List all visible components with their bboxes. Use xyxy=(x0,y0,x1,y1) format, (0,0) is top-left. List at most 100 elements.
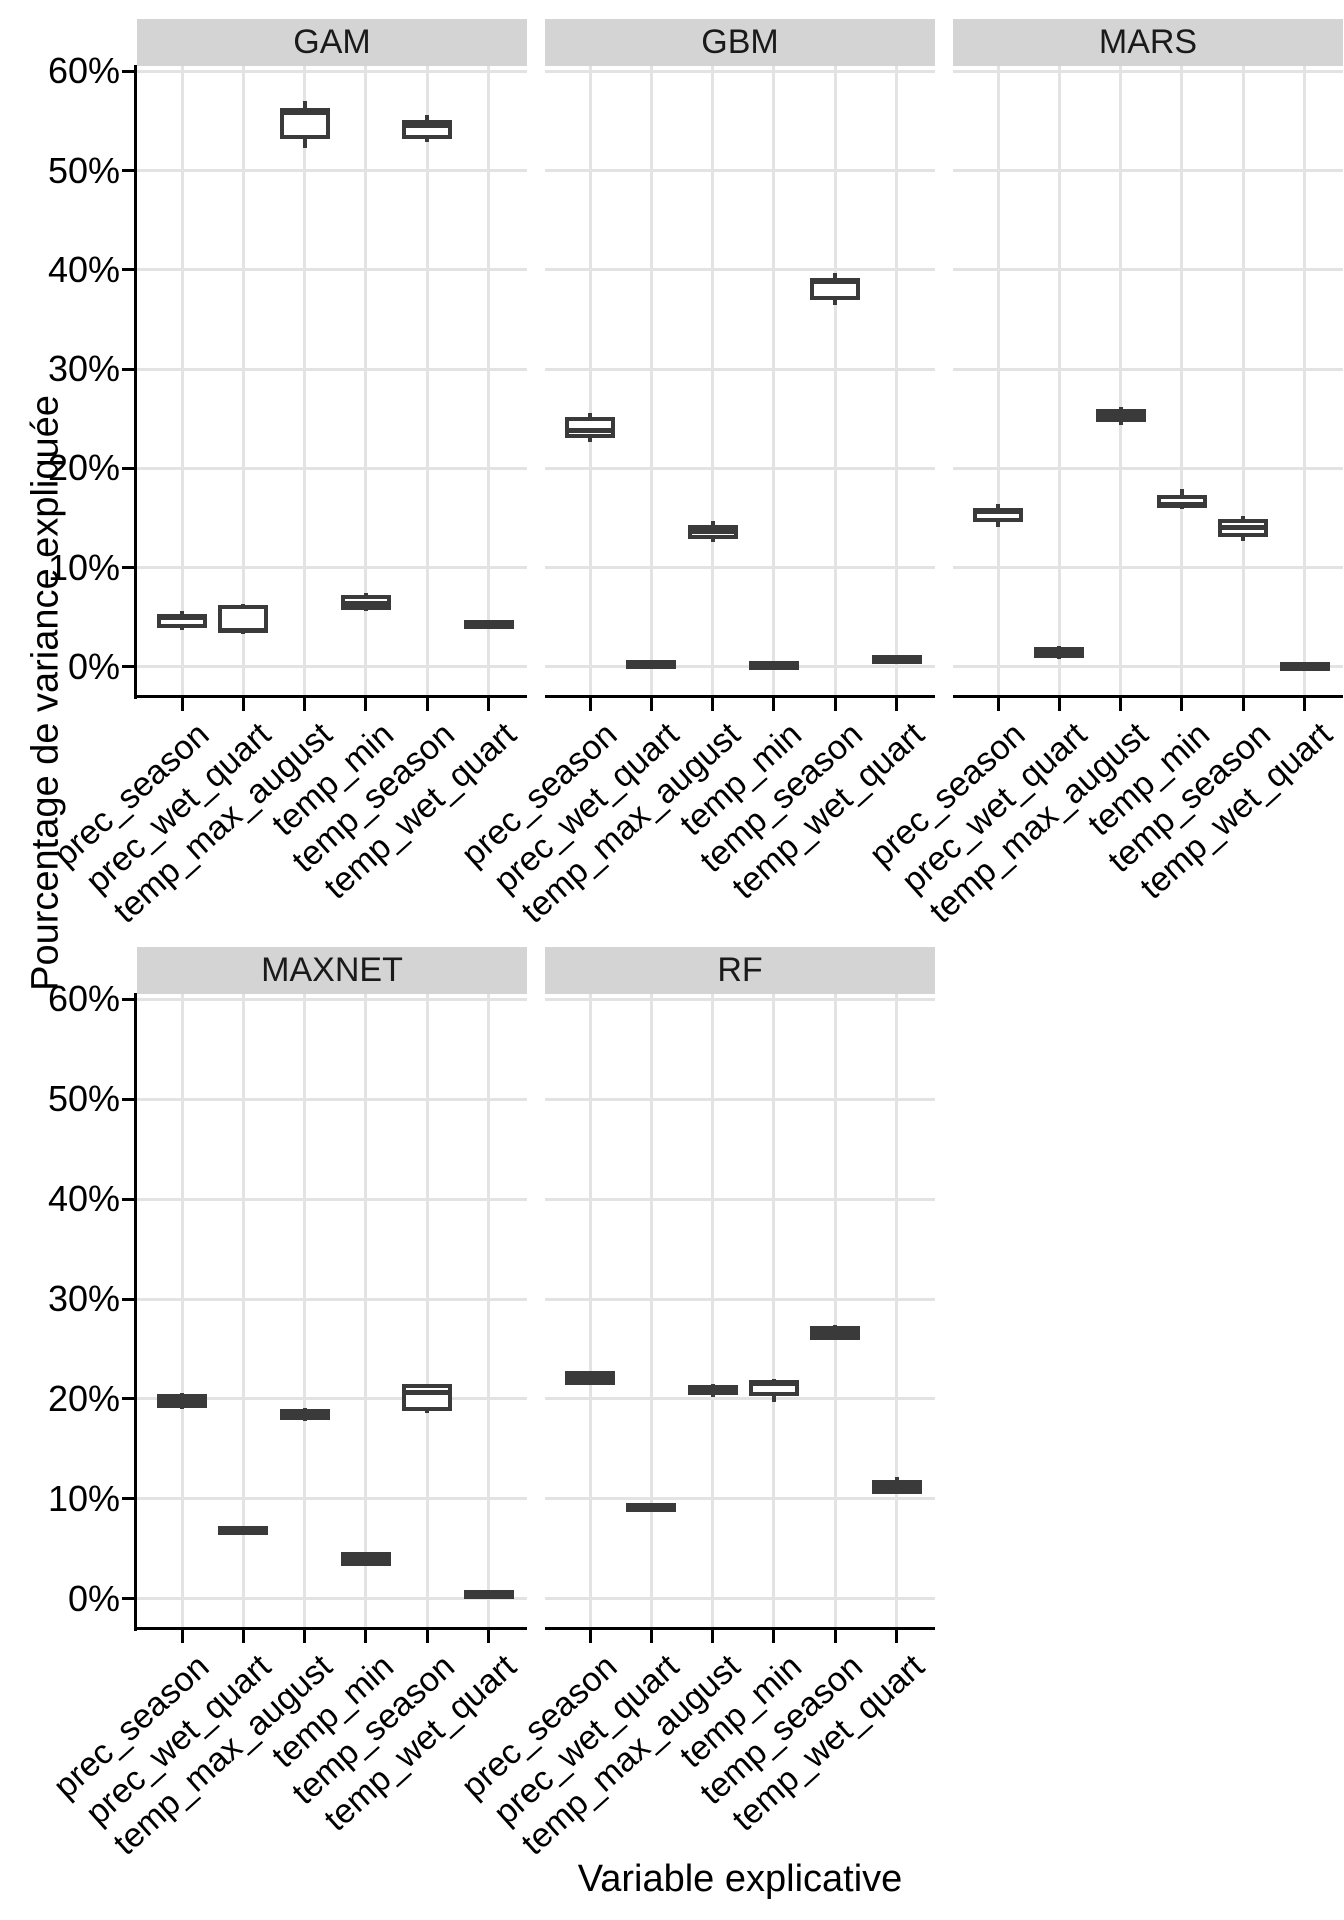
horizontal-gridline xyxy=(545,466,935,470)
vertical-gridline xyxy=(364,994,368,1628)
x-tick-mark xyxy=(711,698,715,711)
boxplot-mars-temp-min-median xyxy=(1160,501,1203,507)
x-tick-mark xyxy=(487,698,490,711)
y-tick-mark xyxy=(122,1297,134,1301)
facet-label-rf: RF xyxy=(717,951,763,989)
vertical-gridline xyxy=(1119,66,1123,696)
horizontal-gridline xyxy=(545,367,935,371)
y-tick-mark xyxy=(122,1197,134,1201)
boxplot-gbm-temp-max-august-median xyxy=(691,529,734,535)
vertical-gridline xyxy=(833,66,837,696)
boxplot-gam-temp-wet-quart-box xyxy=(463,619,514,629)
x-tick-mark xyxy=(241,1630,245,1643)
x-tick-mark xyxy=(364,1630,368,1643)
boxplot-maxnet-temp-wet-quart-box xyxy=(463,1590,514,1600)
boxplot-maxnet-temp-min-box xyxy=(340,1551,391,1566)
y-tick-mark xyxy=(122,268,134,272)
x-tick-mark xyxy=(1180,698,1184,711)
facet-panel-gam xyxy=(137,66,527,696)
horizontal-gridline xyxy=(137,1197,527,1201)
vertical-gridline xyxy=(364,66,368,696)
facet-label-gam: GAM xyxy=(293,23,371,61)
facet-strip-gbm: GBM xyxy=(545,19,935,66)
y-tick-label: 30% xyxy=(47,1278,120,1320)
y-tick-mark xyxy=(122,69,134,73)
x-tick-mark xyxy=(588,1630,592,1643)
y-tick-label: 20% xyxy=(47,447,120,489)
facet-label-mars: MARS xyxy=(1098,23,1198,61)
facet-label-gbm: GBM xyxy=(701,23,779,61)
facet-strip-mars: MARS xyxy=(953,19,1343,66)
horizontal-gridline xyxy=(137,1397,527,1401)
x-tick-mark xyxy=(1057,698,1061,711)
y-tick-mark xyxy=(122,1597,134,1601)
x-tick-mark xyxy=(772,1630,776,1643)
horizontal-gridline xyxy=(137,69,527,73)
horizontal-gridline xyxy=(953,665,1343,669)
facet-panel-maxnet xyxy=(137,994,527,1628)
boxplot-gam-temp-season-median xyxy=(406,122,449,128)
boxplot-gam-prec-wet-quart-median xyxy=(222,627,265,633)
vertical-gridline xyxy=(711,66,715,696)
vertical-gridline xyxy=(1057,66,1061,696)
horizontal-gridline xyxy=(953,69,1343,73)
vertical-gridline xyxy=(649,994,653,1628)
y-tick-label: 10% xyxy=(47,1477,120,1519)
x-tick-mark xyxy=(241,698,245,711)
horizontal-gridline xyxy=(137,1497,527,1501)
boxplot-gam-prec-season-median xyxy=(161,614,203,620)
y-tick-mark xyxy=(122,169,134,173)
x-axis-title: Variable explicative xyxy=(577,1858,903,1900)
x-tick-mark xyxy=(649,698,653,711)
horizontal-gridline xyxy=(545,1197,935,1201)
boxplot-maxnet-prec-season-box xyxy=(157,1393,207,1408)
vertical-gridline xyxy=(833,994,837,1628)
x-axis-line xyxy=(545,695,935,698)
horizontal-gridline xyxy=(137,1097,527,1101)
x-tick-mark xyxy=(1241,698,1245,711)
boxplot-maxnet-temp-season-median xyxy=(406,1390,449,1396)
y-tick-label: 0% xyxy=(67,1577,120,1619)
vertical-gridline xyxy=(180,66,184,696)
vertical-gridline xyxy=(487,66,490,696)
boxplot-gam-temp-min-median xyxy=(344,600,387,606)
boxplot-gbm-temp-season-median xyxy=(814,279,857,285)
horizontal-gridline xyxy=(953,367,1343,371)
x-tick-mark xyxy=(425,698,429,711)
x-axis-line xyxy=(137,1627,527,1630)
vertical-gridline xyxy=(996,66,1000,696)
boxplot-rf-temp-max-august-box xyxy=(687,1384,738,1395)
facet-panel-mars xyxy=(953,66,1343,696)
x-tick-mark xyxy=(180,698,184,711)
boxplot-mars-prec-season-median xyxy=(977,509,1019,515)
x-axis-line xyxy=(953,695,1343,698)
x-axis-line xyxy=(137,695,527,698)
vertical-gridline xyxy=(1180,66,1184,696)
x-tick-mark xyxy=(180,1630,184,1643)
vertical-gridline xyxy=(1241,66,1245,696)
x-tick-mark xyxy=(895,698,898,711)
facet-strip-maxnet: MAXNET xyxy=(137,947,527,994)
boxplot-gam-temp-max-august-median xyxy=(283,109,326,115)
facet-panel-rf xyxy=(545,994,935,1628)
y-tick-mark xyxy=(122,1497,134,1501)
horizontal-gridline xyxy=(137,566,527,570)
boxplot-rf-temp-wet-quart-box xyxy=(871,1479,922,1494)
y-tick-mark xyxy=(122,665,134,669)
vertical-gridline xyxy=(425,994,429,1628)
facet-strip-gam: GAM xyxy=(137,19,527,66)
x-tick-mark xyxy=(649,1630,653,1643)
vertical-gridline xyxy=(711,994,715,1628)
x-axis-line xyxy=(545,1627,935,1630)
horizontal-gridline xyxy=(137,997,527,1001)
vertical-gridline xyxy=(588,994,592,1628)
x-tick-mark xyxy=(487,1630,490,1643)
y-axis-line xyxy=(134,993,137,1631)
horizontal-gridline xyxy=(137,169,527,173)
y-tick-label: 0% xyxy=(67,645,120,687)
horizontal-gridline xyxy=(953,169,1343,173)
boxplot-rf-prec-wet-quart-box xyxy=(626,1503,677,1513)
boxplot-rf-prec-season-box xyxy=(565,1370,615,1385)
vertical-gridline xyxy=(895,66,898,696)
